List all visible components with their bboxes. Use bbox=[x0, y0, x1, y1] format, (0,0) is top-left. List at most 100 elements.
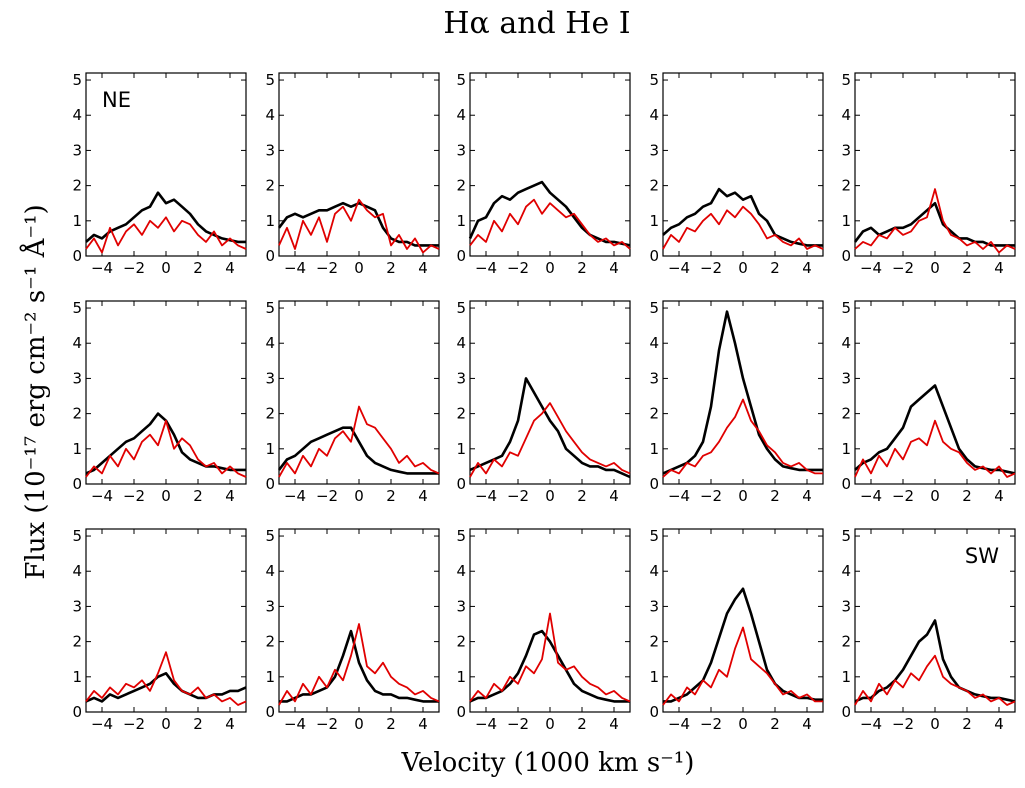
y-tick-label: 1 bbox=[456, 668, 466, 686]
panel-r2-c2: −4 −2 0 2 4 0 1 2 3 4 5 bbox=[456, 527, 631, 733]
x-tick-label: −2 bbox=[507, 259, 529, 277]
panel-r2-c1: −4 −2 0 2 4 0 1 2 3 4 5 bbox=[265, 527, 440, 733]
y-tick-label: 0 bbox=[841, 247, 851, 265]
panel-frame bbox=[854, 300, 1016, 485]
x-tick-label: −2 bbox=[700, 487, 722, 505]
x-tick-label: −4 bbox=[860, 487, 882, 505]
series-line-halpha bbox=[469, 377, 631, 479]
y-tick-label: 5 bbox=[265, 71, 275, 89]
y-tick-label: 0 bbox=[72, 475, 82, 493]
y-tick-label: 2 bbox=[72, 405, 82, 423]
y-tick-label: 4 bbox=[841, 562, 851, 580]
y-tick-label: 3 bbox=[649, 597, 659, 615]
series-line-hei bbox=[662, 626, 823, 706]
y-tick-label: 1 bbox=[841, 212, 851, 230]
y-tick-label: 5 bbox=[265, 527, 275, 545]
y-tick-label: 0 bbox=[456, 703, 466, 721]
y-tick-label: 3 bbox=[649, 369, 659, 387]
y-tick-label: 2 bbox=[72, 177, 82, 195]
y-tick-label: 5 bbox=[72, 71, 82, 89]
y-tick-label: 3 bbox=[265, 369, 275, 387]
panel-r0-c0: −4 −2 0 2 4 0 1 2 3 4 5 NE bbox=[72, 71, 247, 277]
x-tick-label: 0 bbox=[354, 715, 364, 733]
y-tick-label: 4 bbox=[841, 106, 851, 124]
y-tick-label: 1 bbox=[265, 212, 275, 230]
x-tick-label: 0 bbox=[354, 487, 364, 505]
x-tick-label: −4 bbox=[860, 715, 882, 733]
x-tick-label: 4 bbox=[418, 715, 428, 733]
x-tick-label: 2 bbox=[386, 487, 396, 505]
y-axis-label: Flux (10⁻¹⁷ erg cm⁻² s⁻¹ Å⁻¹) bbox=[19, 204, 51, 579]
chart-title: Hα and He I bbox=[443, 6, 630, 41]
x-tick-label: 2 bbox=[386, 715, 396, 733]
panel-frame bbox=[469, 72, 631, 257]
series-line-halpha bbox=[469, 629, 630, 703]
x-tick-label: 4 bbox=[609, 487, 619, 505]
x-tick-label: −2 bbox=[316, 715, 338, 733]
y-tick-label: 4 bbox=[841, 334, 851, 352]
y-tick-label: 4 bbox=[265, 562, 275, 580]
y-tick-label: 4 bbox=[649, 562, 659, 580]
y-tick-label: 5 bbox=[72, 299, 82, 317]
series-line-hei bbox=[278, 198, 440, 254]
y-tick-label: 4 bbox=[456, 562, 466, 580]
y-tick-label: 2 bbox=[841, 177, 851, 195]
panel-frame bbox=[278, 300, 440, 485]
y-tick-label: 4 bbox=[265, 106, 275, 124]
y-tick-label: 3 bbox=[265, 141, 275, 159]
panel-r2-c3: −4 −2 0 2 4 0 1 2 3 4 5 bbox=[649, 527, 824, 733]
series-line-hei bbox=[662, 398, 823, 478]
x-tick-label: −2 bbox=[507, 487, 529, 505]
x-tick-label: 4 bbox=[418, 487, 428, 505]
y-tick-label: 3 bbox=[456, 597, 466, 615]
x-tick-label: −2 bbox=[123, 487, 145, 505]
corner-label: NE bbox=[102, 88, 131, 112]
y-tick-label: 2 bbox=[265, 177, 275, 195]
x-tick-label: 2 bbox=[193, 487, 203, 505]
y-tick-label: 5 bbox=[841, 299, 851, 317]
x-tick-label: 2 bbox=[193, 259, 203, 277]
panel-r1-c3: −4 −2 0 2 4 0 1 2 3 4 5 bbox=[649, 299, 824, 505]
y-tick-label: 4 bbox=[649, 334, 659, 352]
series-line-halpha bbox=[854, 384, 1016, 475]
x-tick-label: 4 bbox=[802, 487, 812, 505]
y-tick-label: 0 bbox=[456, 475, 466, 493]
panel-frame bbox=[278, 72, 440, 257]
y-tick-label: 5 bbox=[72, 527, 82, 545]
x-tick-label: −2 bbox=[892, 715, 914, 733]
y-tick-label: 2 bbox=[72, 633, 82, 651]
x-tick-label: 0 bbox=[161, 715, 171, 733]
y-tick-label: 1 bbox=[649, 668, 659, 686]
x-tick-label: 4 bbox=[225, 715, 235, 733]
y-tick-label: 1 bbox=[841, 668, 851, 686]
panel-frame bbox=[85, 72, 247, 257]
y-tick-label: 0 bbox=[456, 247, 466, 265]
x-tick-label: 0 bbox=[161, 487, 171, 505]
x-tick-label: 2 bbox=[770, 259, 780, 277]
y-tick-label: 5 bbox=[456, 299, 466, 317]
panel-r0-c4: −4 −2 0 2 4 0 1 2 3 4 5 bbox=[841, 71, 1016, 277]
x-tick-label: 4 bbox=[418, 259, 428, 277]
x-tick-label: 2 bbox=[193, 715, 203, 733]
series-line-hei bbox=[278, 405, 440, 478]
y-tick-label: 3 bbox=[841, 141, 851, 159]
x-tick-label: 0 bbox=[930, 487, 940, 505]
x-tick-label: 2 bbox=[577, 715, 587, 733]
y-tick-label: 3 bbox=[456, 369, 466, 387]
x-tick-label: 0 bbox=[738, 715, 748, 733]
series-line-hei bbox=[85, 216, 247, 254]
x-tick-label: −4 bbox=[284, 487, 306, 505]
series-line-halpha bbox=[854, 619, 1016, 703]
y-tick-label: 2 bbox=[841, 405, 851, 423]
y-tick-label: 5 bbox=[841, 71, 851, 89]
y-tick-label: 3 bbox=[265, 597, 275, 615]
y-tick-label: 4 bbox=[72, 106, 82, 124]
y-tick-label: 5 bbox=[456, 527, 466, 545]
y-tick-label: 4 bbox=[72, 334, 82, 352]
x-tick-label: −2 bbox=[507, 715, 529, 733]
y-tick-label: 5 bbox=[649, 527, 659, 545]
x-tick-label: 2 bbox=[577, 259, 587, 277]
x-tick-label: 0 bbox=[545, 715, 555, 733]
series-line-halpha bbox=[277, 201, 439, 247]
